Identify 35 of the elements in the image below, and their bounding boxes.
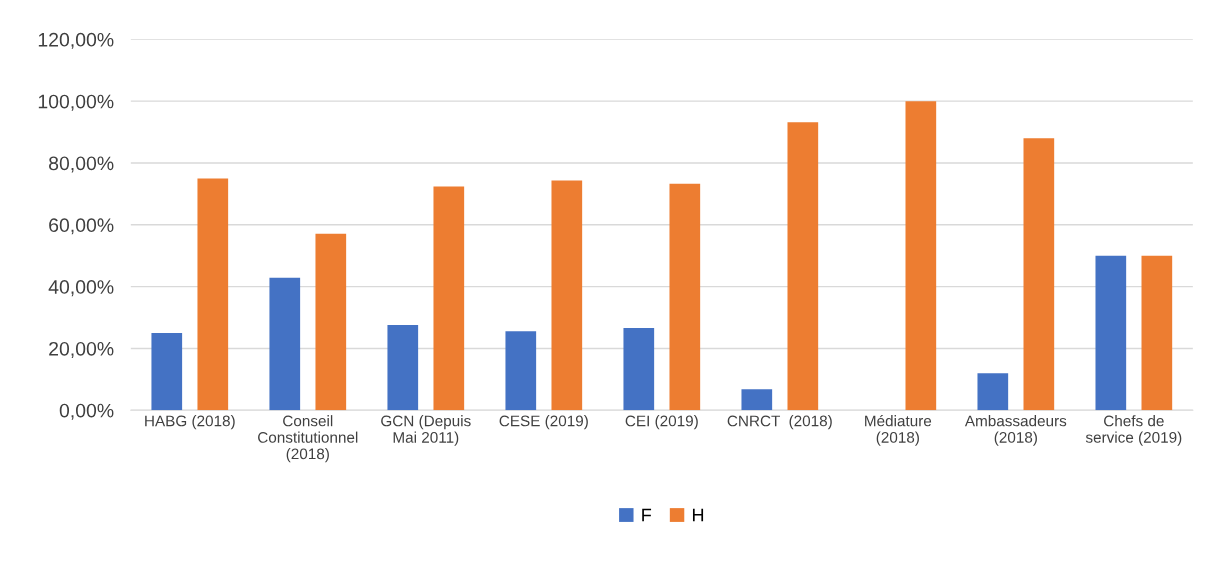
x-tick-label: GCN (Depuis Mai 2011) xyxy=(381,415,471,446)
y-tick-label: 120,00% xyxy=(38,32,114,49)
x-tick-label: HABG (2018) xyxy=(145,415,235,430)
bar xyxy=(905,101,937,411)
bar xyxy=(787,122,819,411)
bar xyxy=(1095,255,1127,411)
bar xyxy=(551,180,583,411)
x-tick-label: CEI (2019) xyxy=(625,415,698,430)
x-tick-label: CESE (2019) xyxy=(499,415,588,430)
bar xyxy=(623,328,655,411)
x-tick-label: CNRCT (2018) xyxy=(727,415,832,430)
bar xyxy=(269,277,301,411)
x-tick-label: Chefs de service (2019) xyxy=(1085,415,1182,446)
bar xyxy=(1141,255,1173,411)
y-tick-label: 80,00% xyxy=(49,156,114,173)
y-tick-label: 0,00% xyxy=(59,403,114,420)
y-tick-label: 100,00% xyxy=(38,94,114,111)
bar xyxy=(977,373,1009,411)
legend-label: F xyxy=(642,508,652,522)
legend-label: H xyxy=(692,508,704,522)
bar xyxy=(387,324,419,411)
bar xyxy=(433,186,465,411)
bar xyxy=(741,389,773,411)
bar xyxy=(1023,138,1055,411)
bar xyxy=(151,332,183,411)
x-tick-label: Médiature (2018) xyxy=(865,414,932,446)
y-tick-label: 60,00% xyxy=(49,218,114,235)
bar xyxy=(505,331,537,411)
y-tick-label: 20,00% xyxy=(49,341,114,358)
bar xyxy=(197,178,229,411)
bar xyxy=(315,233,347,411)
x-tick-label: Conseil Constitutionnel (2018) xyxy=(258,415,358,463)
bar xyxy=(669,183,701,411)
y-tick-label: 40,00% xyxy=(48,280,114,297)
x-tick-label: Ambassadeurs (2018) xyxy=(964,415,1067,446)
